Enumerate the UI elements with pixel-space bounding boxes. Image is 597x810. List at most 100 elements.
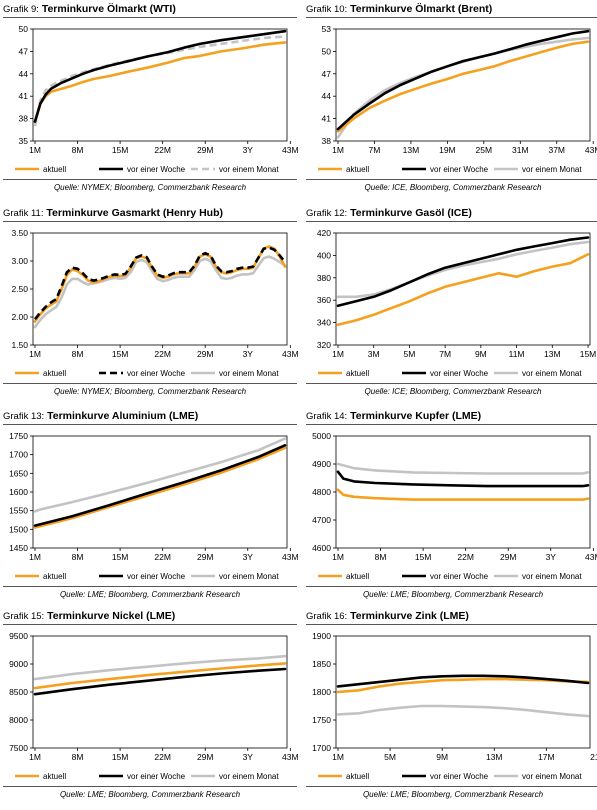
chart-number: Grafik 15:: [3, 611, 45, 622]
y-tick-label: 1450: [9, 543, 28, 553]
y-tick-label: 38: [19, 114, 29, 124]
chart-source: Quelle: LME; Bloomberg, Commerzbank Rese…: [59, 790, 241, 799]
chart-panel: Grafik 12: Terminkurve Gasöl (ICE) 320 340…: [306, 207, 597, 407]
y-tick-label: 4900: [312, 459, 331, 469]
x-tick-label: 29M: [197, 145, 214, 155]
y-tick-label: 41: [322, 114, 332, 124]
legend-label: aktuell: [43, 772, 66, 781]
x-tick-label: 25M: [476, 145, 493, 155]
plot-frame: [335, 232, 591, 346]
series-line-vor-einer-woche: [33, 29, 287, 123]
legend-label: aktuell: [346, 772, 369, 781]
chart-panel: Grafik 14: Terminkurve Kupfer (LME) 4600 4…: [306, 410, 597, 610]
footer-rule: [3, 786, 297, 787]
legend-label: vor einer Woche: [127, 165, 186, 174]
x-tick-label: 3Y: [243, 552, 254, 562]
chart-svg: 320 340 360 380 400 420 1M 3M 5M 7M 9M 11M 13M 15M akt…: [317, 228, 596, 378]
x-tick-label: 3Y: [243, 145, 254, 155]
y-tick-label: 3.00: [11, 256, 28, 266]
y-tick-label: 1700: [9, 450, 28, 460]
chart-source: Quelle: LME; Bloomberg, Commerzbank Rese…: [59, 590, 241, 599]
footer-rule: [3, 179, 297, 180]
series-line-aktuell: [33, 245, 287, 323]
x-tick-label: 22M: [154, 349, 171, 359]
chart-title: Terminkurve Ölmarkt (WTI): [38, 3, 176, 15]
series-line-aktuell: [33, 41, 287, 123]
x-tick-label: 9M: [436, 752, 448, 762]
y-tick-label: 1750: [312, 715, 331, 725]
y-tick-label: 53: [322, 24, 332, 34]
x-tick-label: 11M: [509, 349, 525, 359]
series-line-vor-einer-woche: [33, 667, 287, 696]
x-tick-label: 1M: [29, 349, 41, 359]
y-tick-label: 41: [19, 91, 29, 101]
y-tick-label: 380: [317, 273, 331, 283]
x-tick-label: 8M: [72, 349, 84, 359]
y-tick-label: 7500: [9, 743, 28, 753]
y-tick-label: 420: [317, 228, 331, 238]
series-line-aktuell: [33, 446, 287, 529]
y-tick-label: 340: [317, 318, 331, 328]
chart-source: Quelle: NYMEX; Bloomberg, Commerzbank Re…: [53, 387, 247, 396]
series-line-vor-einem-monat: [33, 437, 287, 513]
y-tick-label: 8500: [9, 687, 28, 697]
y-tick-label: 5000: [312, 431, 331, 441]
footer-rule: [306, 383, 597, 384]
y-tick-label: 47: [19, 46, 29, 56]
x-tick-label: 15M: [112, 349, 129, 359]
y-tick-label: 9500: [9, 631, 28, 641]
x-tick-label: 1M: [29, 752, 41, 762]
x-tick-label: 9M: [475, 349, 487, 359]
x-tick-label: 7M: [369, 145, 381, 155]
plot-frame: [335, 435, 591, 549]
x-tick-label: 1M: [29, 145, 41, 155]
x-tick-label: 13M: [403, 145, 420, 155]
x-tick-label: 43M: [282, 752, 299, 762]
footer-rule: [3, 586, 297, 587]
x-tick-label: 31M: [512, 145, 529, 155]
chart-source: Quelle: ICE; Bloomberg, Commerzbank Rese…: [364, 387, 542, 396]
chart-panel: Grafik 9: Terminkurve Ölmarkt (WTI) 35 38 4…: [3, 3, 299, 203]
y-tick-label: 1600: [9, 487, 28, 497]
x-tick-label: 43M: [585, 552, 597, 562]
chart-header: Grafik 15: Terminkurve Nickel (LME): [3, 610, 297, 625]
x-tick-label: 21M: [590, 752, 597, 762]
chart-svg: 7500 8000 8500 9000 9500 1M 8M 15M 22M 29M 3Y 43M ak…: [9, 631, 299, 781]
y-tick-label: 400: [317, 250, 331, 260]
legend-label: vor einem Monat: [522, 772, 582, 781]
series-line-vor-einem-monat: [336, 36, 590, 139]
y-tick-label: 1500: [9, 524, 28, 534]
y-tick-label: 4800: [312, 487, 331, 497]
footer-rule: [306, 586, 597, 587]
chart-title: Terminkurve Zink (LME): [347, 610, 469, 622]
x-tick-label: 29M: [197, 552, 214, 562]
x-tick-label: 15M: [112, 145, 129, 155]
y-tick-label: 4600: [312, 543, 331, 553]
x-tick-label: 5M: [404, 349, 416, 359]
x-tick-label: 13M: [544, 349, 561, 359]
legend-label: vor einer Woche: [430, 772, 489, 781]
y-tick-label: 2.50: [11, 284, 28, 294]
x-tick-label: 5M: [384, 752, 396, 762]
chart-panel: Grafik 15: Terminkurve Nickel (LME) 7500 8…: [3, 610, 299, 810]
chart-title: Terminkurve Gasmarkt (Henry Hub): [43, 207, 224, 219]
series-line-vor-einem-monat: [336, 704, 590, 718]
x-tick-label: 29M: [500, 552, 517, 562]
y-tick-label: 8000: [9, 715, 28, 725]
chart-header: Grafik 12: Terminkurve Gasöl (ICE): [306, 207, 597, 222]
x-tick-label: 3Y: [243, 752, 254, 762]
x-tick-label: 17M: [538, 752, 555, 762]
chart-number: Grafik 16:: [306, 611, 348, 622]
y-tick-label: 50: [322, 46, 332, 56]
y-tick-label: 1550: [9, 506, 28, 516]
series-line-aktuell: [336, 488, 590, 501]
plot-frame: [335, 28, 591, 142]
y-tick-label: 1900: [312, 631, 331, 641]
x-tick-label: 13M: [486, 752, 503, 762]
legend-label: vor einer Woche: [127, 772, 186, 781]
chart-number: Grafik 9:: [3, 4, 39, 15]
y-tick-label: 1750: [9, 431, 28, 441]
x-tick-label: 7M: [439, 349, 451, 359]
y-tick-label: 50: [19, 24, 29, 34]
chart-title: Terminkurve Kupfer (LME): [347, 410, 482, 422]
